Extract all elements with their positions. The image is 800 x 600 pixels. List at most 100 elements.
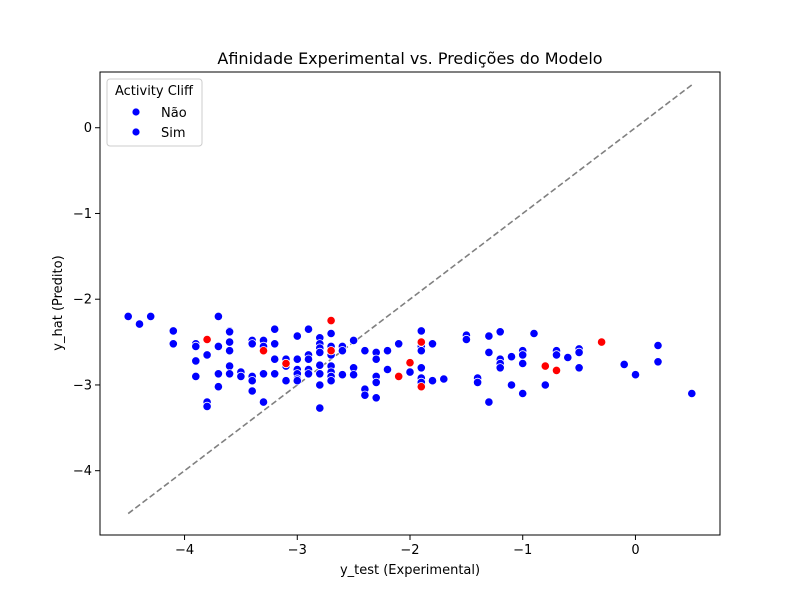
data-point <box>574 347 584 357</box>
data-point <box>303 369 314 379</box>
data-point <box>687 388 697 399</box>
data-point <box>630 370 641 380</box>
data-point <box>315 403 325 413</box>
data-point <box>416 337 426 347</box>
data-point <box>315 347 325 357</box>
data-point <box>236 371 246 381</box>
y-axis-label: y_hat (Predito) <box>51 255 66 350</box>
y-tick-label: −3 <box>73 378 92 393</box>
data-point <box>461 334 471 345</box>
data-point <box>292 354 302 364</box>
data-point <box>551 365 562 375</box>
data-point <box>506 352 517 362</box>
data-point <box>270 324 280 334</box>
data-point <box>348 370 359 380</box>
data-point <box>202 401 212 411</box>
data-point <box>213 311 223 321</box>
data-point <box>134 319 145 329</box>
data-point <box>191 341 201 351</box>
data-point <box>382 364 393 375</box>
data-point <box>292 331 302 341</box>
data-point <box>484 331 494 341</box>
series-nao <box>123 311 697 413</box>
data-point <box>270 354 280 364</box>
data-point <box>258 397 269 407</box>
data-point <box>427 339 438 349</box>
data-point <box>394 339 404 349</box>
data-point <box>416 346 426 356</box>
data-point <box>540 380 550 390</box>
data-point <box>495 327 505 337</box>
data-point <box>315 369 325 379</box>
x-axis: −4 −3 −2 −1 0 <box>175 535 640 558</box>
data-point <box>123 311 133 321</box>
data-point <box>326 328 336 339</box>
data-point <box>191 356 201 366</box>
data-point <box>225 369 235 379</box>
y-tick-label: −1 <box>73 207 92 222</box>
x-tick-label: −4 <box>175 543 194 558</box>
legend-title: Activity Cliff <box>115 84 194 99</box>
data-point <box>382 346 393 356</box>
data-point <box>225 361 235 371</box>
data-point <box>191 371 201 381</box>
data-point <box>213 382 223 392</box>
data-point <box>292 376 302 386</box>
data-point <box>540 361 550 371</box>
data-point <box>416 326 426 336</box>
data-point <box>326 315 336 326</box>
data-point <box>337 370 347 380</box>
data-point <box>551 350 562 360</box>
legend-box <box>106 78 203 147</box>
data-point <box>371 377 381 387</box>
identity-line <box>127 84 693 515</box>
y-tick-label: 0 <box>84 121 92 136</box>
x-tick-label: −3 <box>288 543 307 558</box>
legend-marker-sim <box>131 127 141 137</box>
data-point <box>168 326 178 336</box>
y-tick-label: −4 <box>73 464 92 479</box>
data-point <box>247 339 257 349</box>
data-point <box>371 354 381 364</box>
data-point <box>653 357 663 367</box>
y-tick-label: −2 <box>73 293 92 308</box>
data-point <box>371 393 381 403</box>
data-point <box>495 363 505 373</box>
data-point <box>258 346 269 356</box>
data-point <box>315 380 325 390</box>
data-point <box>225 337 235 347</box>
data-point <box>506 380 517 390</box>
x-tick-label: 0 <box>631 543 639 558</box>
data-point <box>303 324 314 334</box>
data-point <box>360 390 370 400</box>
data-point <box>619 359 629 369</box>
data-point <box>225 346 235 356</box>
legend-label-sim: Sim <box>161 126 186 141</box>
data-point <box>225 327 235 337</box>
data-point <box>213 369 223 379</box>
data-point <box>146 311 156 321</box>
data-point <box>281 358 291 369</box>
data-point <box>439 374 449 384</box>
data-point <box>326 376 336 386</box>
chart-title: Afinidade Experimental vs. Predições do … <box>217 49 602 68</box>
data-point <box>281 376 291 386</box>
data-point <box>247 376 257 386</box>
data-point <box>303 354 314 364</box>
data-point <box>484 397 494 407</box>
data-point <box>202 350 212 360</box>
data-point <box>348 335 359 345</box>
data-point <box>529 328 539 339</box>
data-point <box>337 346 347 356</box>
data-point <box>360 346 370 356</box>
legend-marker-nao <box>131 107 141 117</box>
data-point <box>518 388 528 399</box>
legend: Activity Cliff Não Sim <box>106 78 203 147</box>
data-point <box>484 347 494 357</box>
data-point <box>270 339 280 349</box>
data-point <box>326 346 336 356</box>
data-point <box>394 371 404 381</box>
data-point <box>518 350 528 360</box>
data-point <box>405 367 415 377</box>
